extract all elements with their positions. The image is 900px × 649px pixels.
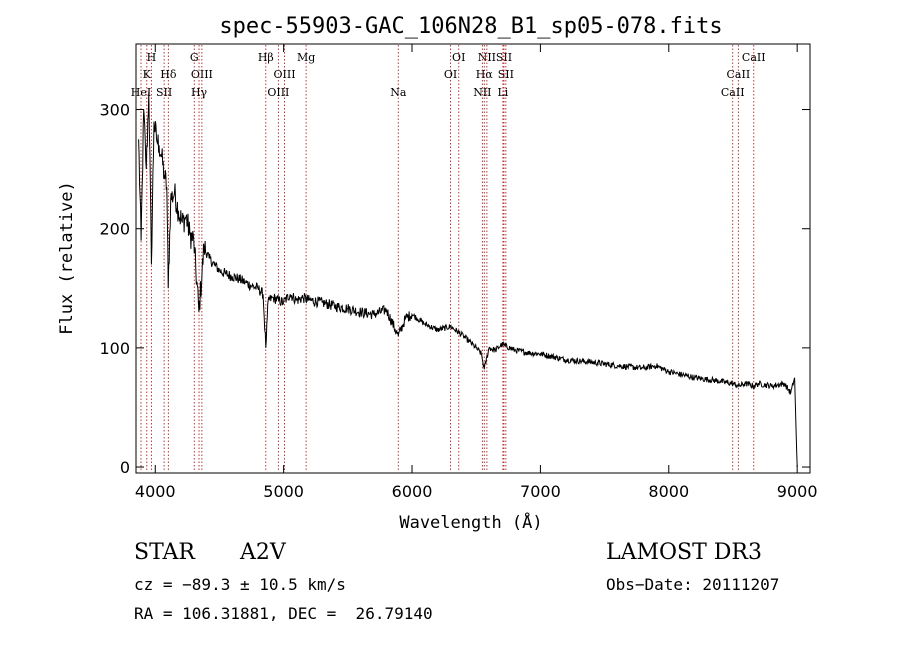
y-tick-label: 0 (120, 458, 130, 477)
line-marker-label: Hβ (258, 51, 274, 64)
line-marker-label: Mg (297, 51, 315, 64)
coordinates: RA = 106.31881, DEC = 26.79140 (134, 604, 433, 623)
x-tick-label: 7000 (520, 482, 561, 501)
line-marker-label: H (147, 51, 157, 64)
line-marker-label: Li (497, 86, 508, 99)
y-axis-label: Flux (relative) (57, 181, 77, 335)
x-tick-label: 5000 (263, 482, 304, 501)
axis-ticks: 4000 5000 6000 7000 8000 9000 0 100 200 300 (99, 44, 818, 501)
line-marker-label: Hγ (191, 86, 208, 99)
line-marker-label: OIII (267, 86, 289, 99)
x-tick-label: 4000 (135, 482, 176, 501)
line-marker-label: SII (156, 86, 172, 99)
line-marker-label: HeI (131, 86, 151, 99)
series-layer (138, 91, 798, 468)
chart-title: spec-55903-GAC_106N28_B1_sp05-078.fits (219, 14, 722, 39)
survey-name: LAMOST DR3 (606, 540, 762, 565)
line-marker-label: NII (473, 86, 491, 99)
line-marker-label: CaII (727, 68, 751, 81)
line-marker-label: Na (390, 86, 407, 99)
spectrum-line (138, 91, 798, 468)
line-marker-label: CaII (742, 51, 766, 64)
line-marker-label: Hδ (160, 68, 177, 81)
x-axis-label: Wavelength (Å) (399, 511, 542, 533)
observation-date: Obs−Date: 20111207 (606, 575, 780, 594)
line-marker-label: Hα (476, 68, 494, 81)
x-tick-label: 9000 (777, 482, 818, 501)
line-marker-label: OIII (274, 68, 296, 81)
line-marker-label: G (190, 51, 199, 64)
line-marker-label: K (143, 68, 152, 81)
line-marker-label: OIII (191, 68, 213, 81)
x-tick-label: 6000 (392, 482, 433, 501)
y-tick-label: 300 (99, 101, 130, 120)
y-tick-label: 200 (99, 220, 130, 239)
object-class: STAR (134, 540, 195, 565)
x-tick-label: 8000 (648, 482, 689, 501)
plot-frame (135, 43, 811, 474)
line-marker-label: SII (498, 68, 514, 81)
line-marker-label: OI (452, 51, 465, 64)
redshift-value: cz = −89.3 ± 10.5 km/s (134, 575, 346, 594)
line-marker-label: CaII (721, 86, 745, 99)
line-marker-label: NII (478, 51, 496, 64)
line-marker-label: OI (444, 68, 457, 81)
object-subclass: A2V (240, 540, 286, 565)
y-tick-label: 100 (99, 339, 130, 358)
line-marker-label: SII (496, 51, 512, 64)
